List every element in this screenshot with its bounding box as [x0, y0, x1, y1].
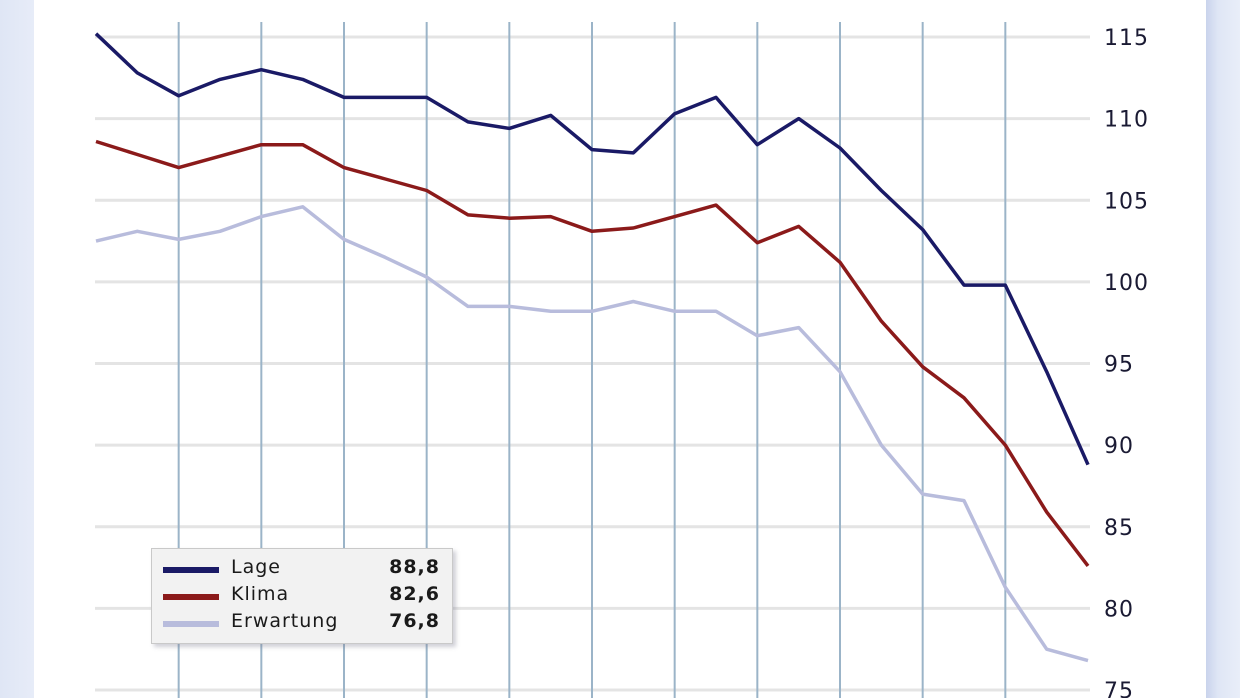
- legend-value: 82,6: [389, 583, 440, 605]
- series-line-klima: [95, 139, 1090, 567]
- legend-swatch-erwartung: [163, 621, 219, 627]
- legend-swatch-lage: [163, 567, 219, 573]
- y-tick-label: 100: [1104, 271, 1149, 296]
- y-tick-label: 110: [1104, 108, 1149, 133]
- legend-label: Erwartung: [231, 610, 339, 632]
- legend-swatch-klima: [163, 594, 219, 600]
- legend-value: 88,8: [389, 556, 440, 578]
- legend-value: 76,8: [389, 610, 440, 632]
- chart-legend: Lage 88,8 Klima 82,6 Erwartung 76,8: [151, 548, 453, 644]
- y-tick-label: 105: [1104, 189, 1149, 214]
- y-tick-label: 85: [1104, 516, 1134, 541]
- y-tick-label: 115: [1104, 26, 1149, 51]
- legend-label: Klima: [231, 583, 290, 605]
- y-axis-tick-labels: 115 110 105 100 95 90 85 80 75: [1104, 26, 1149, 698]
- series-lines: [94, 32, 1090, 663]
- frame-right-border: [1206, 0, 1240, 698]
- legend-item-lage: Lage 88,8: [152, 554, 452, 582]
- legend-item-erwartung: Erwartung 76,8: [152, 608, 452, 636]
- legend-label: Lage: [231, 556, 281, 578]
- series-line-erwartung: [95, 205, 1089, 663]
- y-tick-label: 95: [1104, 353, 1134, 378]
- y-tick-label: 90: [1104, 434, 1134, 459]
- series-line-lage: [94, 32, 1090, 466]
- frame-left-border: [0, 0, 34, 698]
- legend-item-klima: Klima 82,6: [152, 581, 452, 609]
- y-tick-label: 80: [1104, 597, 1134, 622]
- y-tick-label: 75: [1104, 679, 1134, 698]
